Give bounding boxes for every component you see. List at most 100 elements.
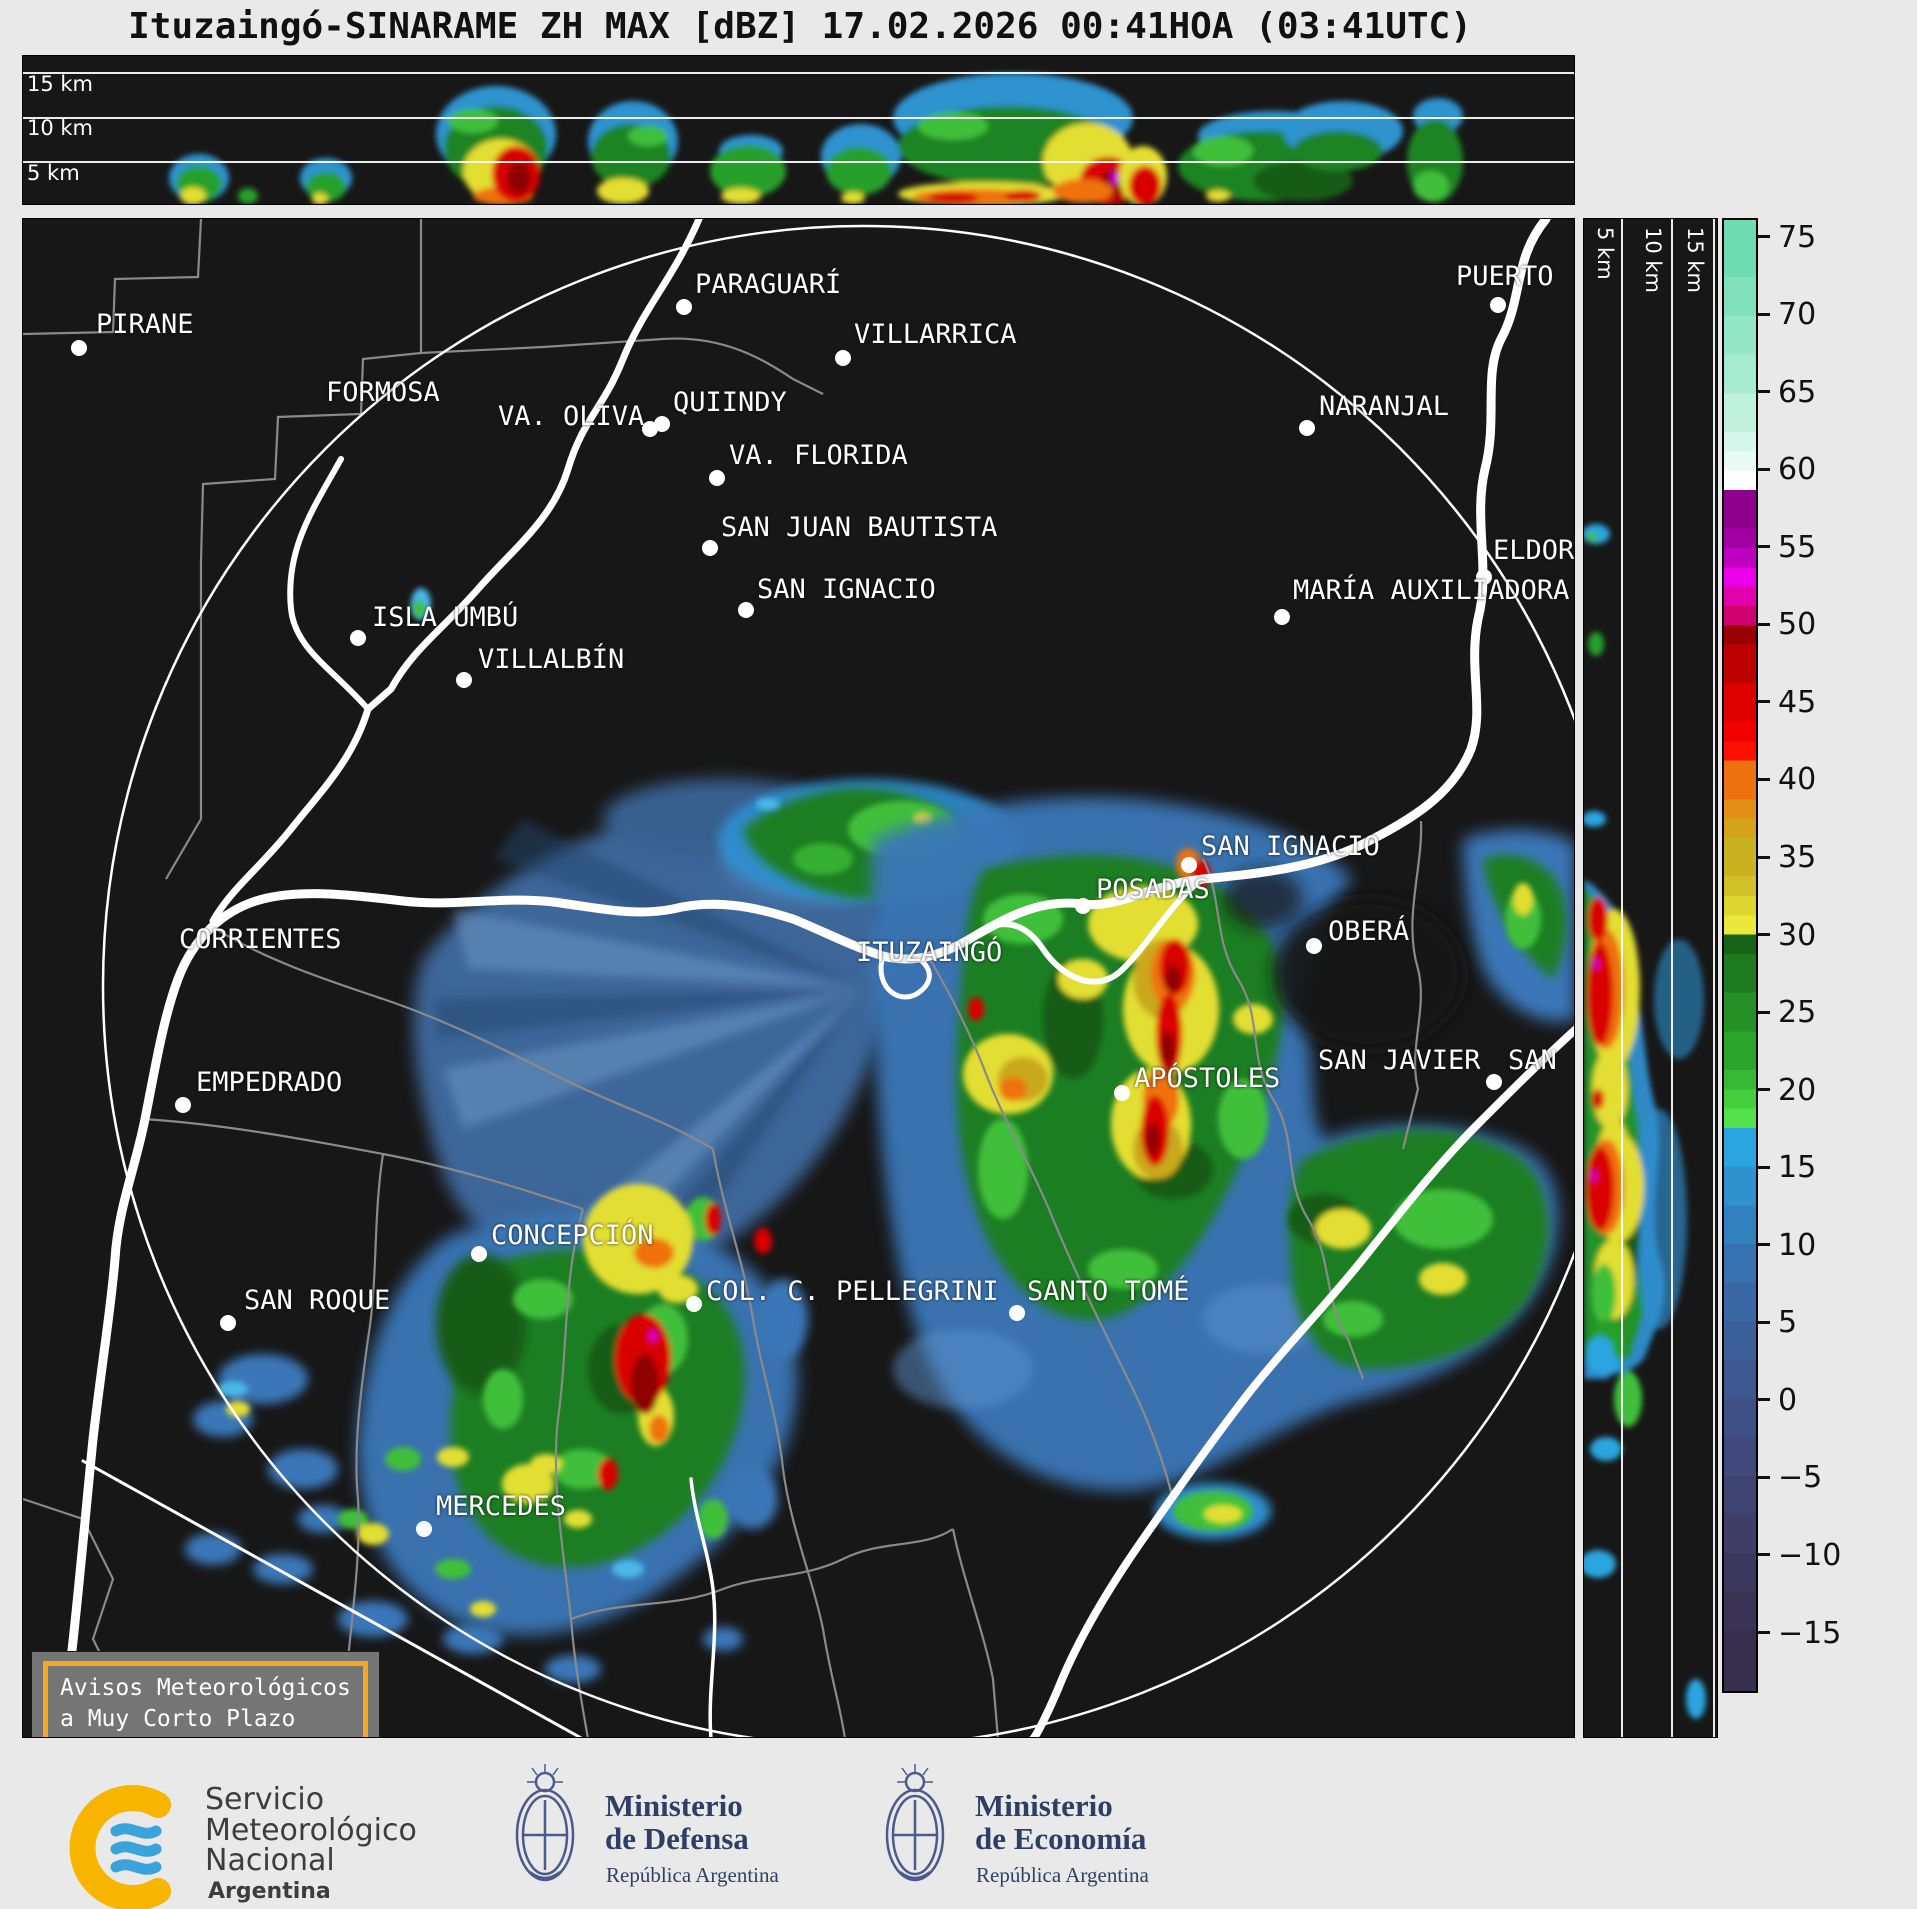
defensa-name: Ministerio de Defensa — [605, 1788, 749, 1856]
city-dot — [71, 340, 87, 356]
city-label: SAN IGNACIO — [1201, 831, 1380, 862]
city-dot — [1274, 609, 1290, 625]
colorbar-tick — [1758, 1243, 1770, 1247]
footer: Servicio Meteorológico Nacional Argentina … — [0, 1745, 1917, 1909]
city-label: SAN ROQUE — [244, 1285, 391, 1316]
colorbar-tick-label: 30 — [1778, 917, 1817, 953]
colorbar-tick-label: 65 — [1778, 374, 1817, 410]
city-dot — [709, 470, 725, 486]
right-panel-height-label: 5 km — [1593, 227, 1617, 280]
city-label: APÓSTOLES — [1134, 1063, 1281, 1094]
city-dot — [654, 416, 670, 432]
city-dot — [702, 540, 718, 556]
defensa-country: República Argentina — [606, 1863, 779, 1887]
city-label: ISLA UMBÚ — [372, 602, 519, 633]
city-dot — [175, 1097, 191, 1113]
top-panel-5km-line — [23, 161, 1574, 163]
top-panel-height-label: 5 km — [27, 161, 80, 185]
top-cross-section-echoes — [169, 73, 1463, 204]
colorbar-tick-label: 15 — [1778, 1150, 1817, 1186]
city-label: SAN JUAN BAUTISTA — [721, 512, 998, 543]
colorbar-tick — [1758, 855, 1770, 859]
city-dot — [456, 672, 472, 688]
colorbar-tick — [1758, 467, 1770, 471]
city-dot — [1075, 898, 1091, 914]
city-dot — [1009, 1305, 1025, 1321]
city-dot — [738, 602, 754, 618]
colorbar-tick-label: −10 — [1778, 1537, 1842, 1573]
city-label: FORMOSA — [326, 377, 440, 408]
right-cross-section-echoes — [1584, 524, 1706, 1719]
colorbar-tick — [1758, 1320, 1770, 1324]
defensa-coat-of-arms — [515, 1764, 575, 1882]
colorbar-tick-label: 70 — [1778, 297, 1817, 333]
warning-box-border: Avisos Meteorológicos a Muy Corto Plazo — [43, 1661, 368, 1737]
colorbar-tick-label: 60 — [1778, 452, 1817, 488]
colorbar-tick-label: 35 — [1778, 840, 1817, 875]
city-label: SAN — [1508, 1045, 1557, 1076]
colorbar-tick — [1758, 1475, 1770, 1479]
city-dot — [416, 1521, 432, 1537]
colorbar-tick — [1758, 1010, 1770, 1014]
right-panel-height-label: 15 km — [1683, 227, 1707, 294]
city-label: VA. FLORIDA — [729, 440, 908, 471]
city-label: PARAGUARÍ — [695, 269, 842, 300]
colorbar-tick-label: 75 — [1778, 219, 1817, 255]
economia-country: República Argentina — [976, 1863, 1149, 1887]
colorbar-tick-label: 20 — [1778, 1072, 1817, 1108]
city-label: SAN JAVIER — [1318, 1045, 1481, 1076]
warning-line1: Avisos Meteorológicos — [60, 1675, 351, 1701]
city-dot — [1114, 1085, 1130, 1101]
radar-map-panel: PIRANE PARAGUARÍ VILLARRICA QUIINDY VA. OLIV… — [22, 218, 1575, 1738]
city-dot — [1486, 1074, 1502, 1090]
right-panel-height-label: 10 km — [1641, 227, 1665, 294]
city-dot — [1490, 297, 1506, 313]
city-dot — [835, 350, 851, 366]
city-dot — [686, 1296, 702, 1312]
city-label: QUIINDY — [673, 387, 787, 418]
city-dot — [1299, 420, 1315, 436]
colorbar-tick — [1758, 1398, 1770, 1402]
rivers — [56, 219, 1574, 1737]
smn-logo — [69, 1785, 171, 1909]
range-ring — [101, 224, 1574, 1737]
city-dot — [471, 1246, 487, 1262]
colorbar-tick-label: 40 — [1778, 762, 1817, 798]
city-label: MERCEDES — [436, 1491, 567, 1522]
city-label: EMPEDRADO — [196, 1067, 343, 1098]
city-label: OBERÁ — [1328, 916, 1410, 947]
colorbar-tick — [1758, 545, 1770, 549]
city-label: NARANJAL — [1319, 391, 1450, 422]
colorbar-tick-label: 5 — [1778, 1305, 1798, 1341]
radar-map-graphics — [23, 219, 1574, 1737]
city-label: SAN IGNACIO — [757, 574, 936, 605]
southwest-storm-cluster — [185, 588, 808, 1683]
colorbar-tick — [1758, 777, 1770, 781]
colorbar-tick-label: 25 — [1778, 995, 1817, 1031]
colorbar-tick — [1758, 1631, 1770, 1634]
reflectivity-colorbar — [1722, 218, 1758, 1693]
city-label: CONCEPCIÓN — [491, 1220, 654, 1251]
city-label: PUERTO — [1456, 261, 1554, 292]
city-label: ELDORADO — [1493, 535, 1575, 566]
right-panel-15km-line — [1713, 219, 1715, 1737]
city-label: VILLARRICA — [854, 319, 1017, 350]
colorbar-tick-label: 50 — [1778, 607, 1817, 643]
right-panel-5km-line — [1621, 219, 1623, 1737]
top-panel-height-label: 10 km — [27, 116, 94, 140]
top-cross-section-panel: 15 km 10 km 5 km — [22, 55, 1575, 205]
right-cross-section-panel: 5 km 10 km 15 km — [1583, 218, 1718, 1738]
colorbar-tick-label: 45 — [1778, 684, 1817, 720]
warning-line2: a Muy Corto Plazo — [60, 1706, 296, 1733]
city-label: MARÍA AUXILIADORA — [1293, 575, 1570, 606]
top-panel-10km-line — [23, 117, 1574, 119]
colorbar-tick-label: −5 — [1778, 1460, 1823, 1496]
city-label: COL. C. PELLEGRINI — [706, 1276, 999, 1307]
smn-country: Argentina — [208, 1879, 331, 1904]
page-title: Ituzaingó-SINARAME ZH MAX [dBZ] 17.02.20… — [128, 6, 1472, 47]
city-dot — [642, 421, 658, 437]
city-dot — [1181, 857, 1197, 873]
economia-name: Ministerio de Economía — [975, 1788, 1147, 1856]
right-panel-10km-line — [1671, 219, 1673, 1737]
